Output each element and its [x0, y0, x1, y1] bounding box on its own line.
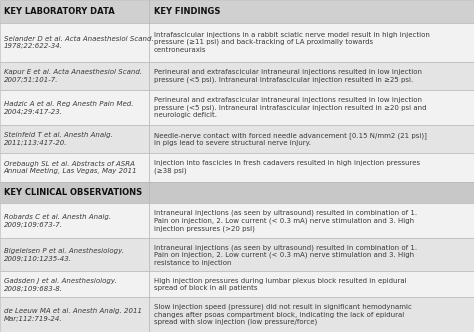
- Bar: [0, 238, 149, 271]
- Bar: [0, 204, 149, 238]
- Text: Kapur E et al. Acta Anaesthesiol Scand.
2007;51:101-7.: Kapur E et al. Acta Anaesthesiol Scand. …: [4, 69, 142, 83]
- Bar: [149, 238, 474, 271]
- Text: Robards C et al. Anesth Analg.
2009;109:673-7.: Robards C et al. Anesth Analg. 2009;109:…: [4, 214, 111, 228]
- Bar: [149, 153, 474, 182]
- Bar: [0, 297, 149, 332]
- Bar: [149, 204, 474, 238]
- Bar: [149, 23, 474, 61]
- Text: Needle-nerve contact with forced needle advancement [0.15 N/mm2 (21 psi)]
in pig: Needle-nerve contact with forced needle …: [154, 132, 427, 146]
- Text: KEY LABORATORY DATA: KEY LABORATORY DATA: [4, 7, 115, 16]
- Bar: [149, 0, 474, 23]
- Text: KEY CLINICAL OBSERVATIONS: KEY CLINICAL OBSERVATIONS: [4, 188, 142, 197]
- Text: Steinfeld T et al. Anesth Analg.
2011;113:417-20.: Steinfeld T et al. Anesth Analg. 2011;11…: [4, 132, 113, 145]
- Bar: [149, 182, 474, 204]
- Bar: [0, 90, 149, 125]
- Bar: [149, 271, 474, 297]
- Text: High injection pressures during lumbar plexus block resulted in epidural
spread : High injection pressures during lumbar p…: [154, 278, 407, 291]
- Bar: [0, 182, 149, 204]
- Text: Intrafascicular injections in a rabbit sciatic nerve model result in high inject: Intrafascicular injections in a rabbit s…: [154, 32, 430, 53]
- Text: Perineural and extrafascicular intraneural injections resulted in low injection
: Perineural and extrafascicular intraneur…: [154, 97, 427, 118]
- Text: Orebaugh SL et al. Abstracts of ASRA
Annual Meeting, Las Vegas, May 2011: Orebaugh SL et al. Abstracts of ASRA Ann…: [4, 160, 137, 174]
- Bar: [0, 61, 149, 90]
- Bar: [0, 0, 149, 23]
- Text: de Leeuw MA et al. Anesth Analg. 2011
Mar;112:719-24.: de Leeuw MA et al. Anesth Analg. 2011 Ma…: [4, 308, 142, 321]
- Text: Intraneural injections (as seen by ultrasound) resulted in combination of 1.
Pai: Intraneural injections (as seen by ultra…: [154, 210, 417, 232]
- Text: Slow injection speed (pressure) did not result in significant hemodynamic
change: Slow injection speed (pressure) did not …: [154, 304, 412, 325]
- Bar: [149, 90, 474, 125]
- Text: Perineural and extrafascicular intraneural injections resulted in low injection
: Perineural and extrafascicular intraneur…: [154, 69, 422, 83]
- Bar: [149, 125, 474, 153]
- Bar: [0, 153, 149, 182]
- Text: Intraneural injections (as seen by ultrasound) resulted in combination of 1.
Pai: Intraneural injections (as seen by ultra…: [154, 244, 417, 266]
- Text: KEY FINDINGS: KEY FINDINGS: [154, 7, 220, 16]
- Bar: [0, 23, 149, 61]
- Bar: [0, 271, 149, 297]
- Text: Injection into fascicles in fresh cadavers resulted in high injection pressures
: Injection into fascicles in fresh cadave…: [154, 160, 420, 174]
- Text: Gadsden J et al. Anesthesiology.
2008;109:683-8.: Gadsden J et al. Anesthesiology. 2008;10…: [4, 278, 117, 291]
- Text: Bigeleisen P et al. Anesthesiology.
2009;110:1235-43.: Bigeleisen P et al. Anesthesiology. 2009…: [4, 248, 124, 262]
- Bar: [0, 125, 149, 153]
- Bar: [149, 61, 474, 90]
- Text: Hadzic A et al. Reg Anesth Pain Med.
2004;29:417-23.: Hadzic A et al. Reg Anesth Pain Med. 200…: [4, 101, 133, 114]
- Text: Selander D et al. Acta Anaesthesiol Scand.
1978;22:622-34.: Selander D et al. Acta Anaesthesiol Scan…: [4, 36, 154, 49]
- Bar: [149, 297, 474, 332]
